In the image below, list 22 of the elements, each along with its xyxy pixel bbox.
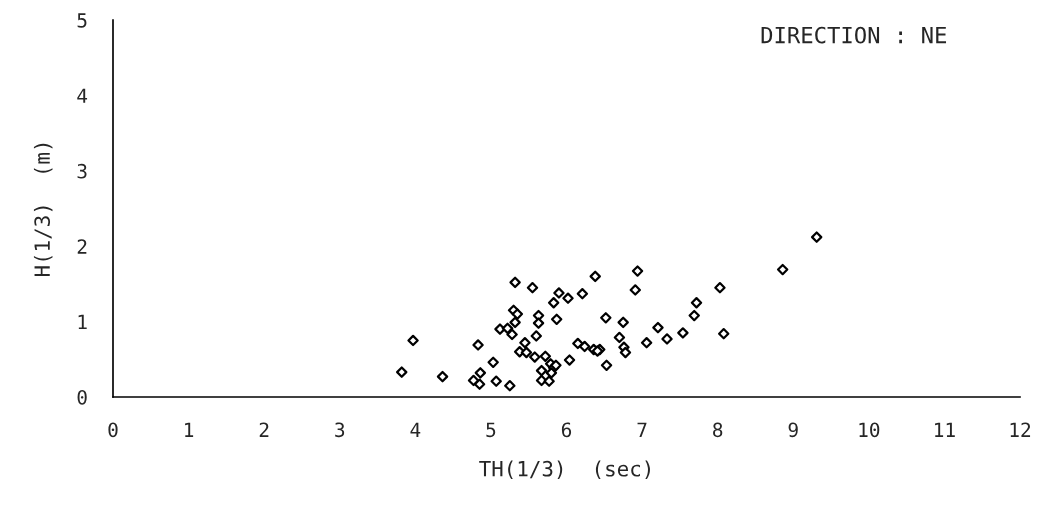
x-tick-label: 1 — [185, 422, 194, 437]
y-tick-label: 0 — [77, 390, 87, 405]
x-tick-label: 11 — [935, 422, 955, 437]
y-tick-label: 1 — [78, 314, 87, 330]
x-tick-label: 0 — [108, 422, 118, 438]
x-tick-label: 9 — [788, 422, 798, 438]
y-tick-label: 4 — [77, 88, 88, 103]
y-tick-label: 3 — [77, 163, 87, 179]
x-tick-label: 8 — [713, 422, 723, 438]
x-tick-label: 2 — [259, 422, 269, 437]
chart-title: DIRECTION : NE — [761, 26, 947, 44]
x-tick-label: 7 — [637, 422, 647, 437]
x-tick-label: 5 — [486, 422, 496, 438]
y-axis-title: H(1/3) (m) — [33, 143, 53, 277]
y-tick-label: 2 — [77, 239, 87, 254]
x-tick-label: 4 — [410, 422, 421, 437]
x-tick-label: 6 — [561, 422, 572, 438]
x-tick-label: 12 — [1010, 422, 1031, 437]
x-tick-label: 10 — [859, 422, 880, 438]
y-tick-label: 5 — [77, 13, 87, 28]
x-axis-title: TH(1/3) (sec) — [479, 460, 650, 480]
x-tick-label: 3 — [335, 422, 345, 438]
